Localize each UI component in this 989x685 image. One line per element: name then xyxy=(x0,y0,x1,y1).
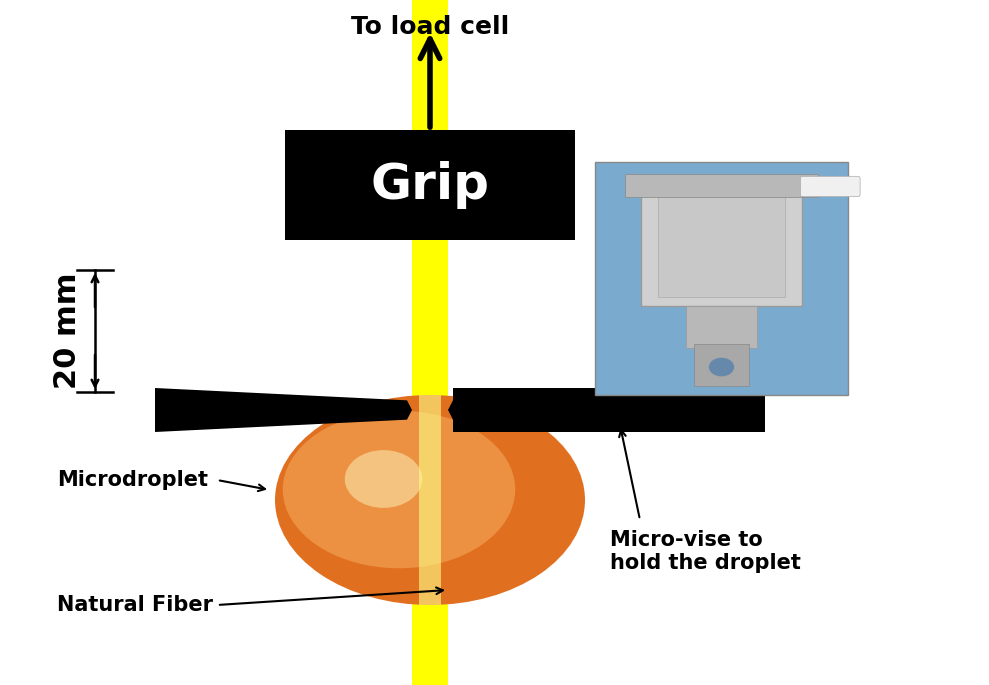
Bar xyxy=(595,162,848,395)
Ellipse shape xyxy=(345,450,422,508)
Polygon shape xyxy=(155,388,412,432)
Ellipse shape xyxy=(275,395,585,605)
Text: To load cell: To load cell xyxy=(351,15,509,39)
Bar xyxy=(419,395,441,605)
Bar xyxy=(659,190,784,297)
Bar xyxy=(641,181,802,306)
Text: 20 mm: 20 mm xyxy=(52,273,81,389)
Bar xyxy=(412,0,448,685)
Ellipse shape xyxy=(709,358,734,376)
Text: Natural Fiber: Natural Fiber xyxy=(57,595,213,615)
Bar xyxy=(686,306,757,349)
FancyBboxPatch shape xyxy=(800,176,860,197)
Ellipse shape xyxy=(283,411,515,569)
Text: Microdroplet: Microdroplet xyxy=(57,470,208,490)
Bar xyxy=(693,344,750,386)
Text: Grip: Grip xyxy=(371,161,490,209)
Bar xyxy=(285,130,575,240)
Bar xyxy=(625,174,818,197)
Polygon shape xyxy=(448,388,765,432)
Text: Micro-vise to
hold the droplet: Micro-vise to hold the droplet xyxy=(610,530,801,573)
